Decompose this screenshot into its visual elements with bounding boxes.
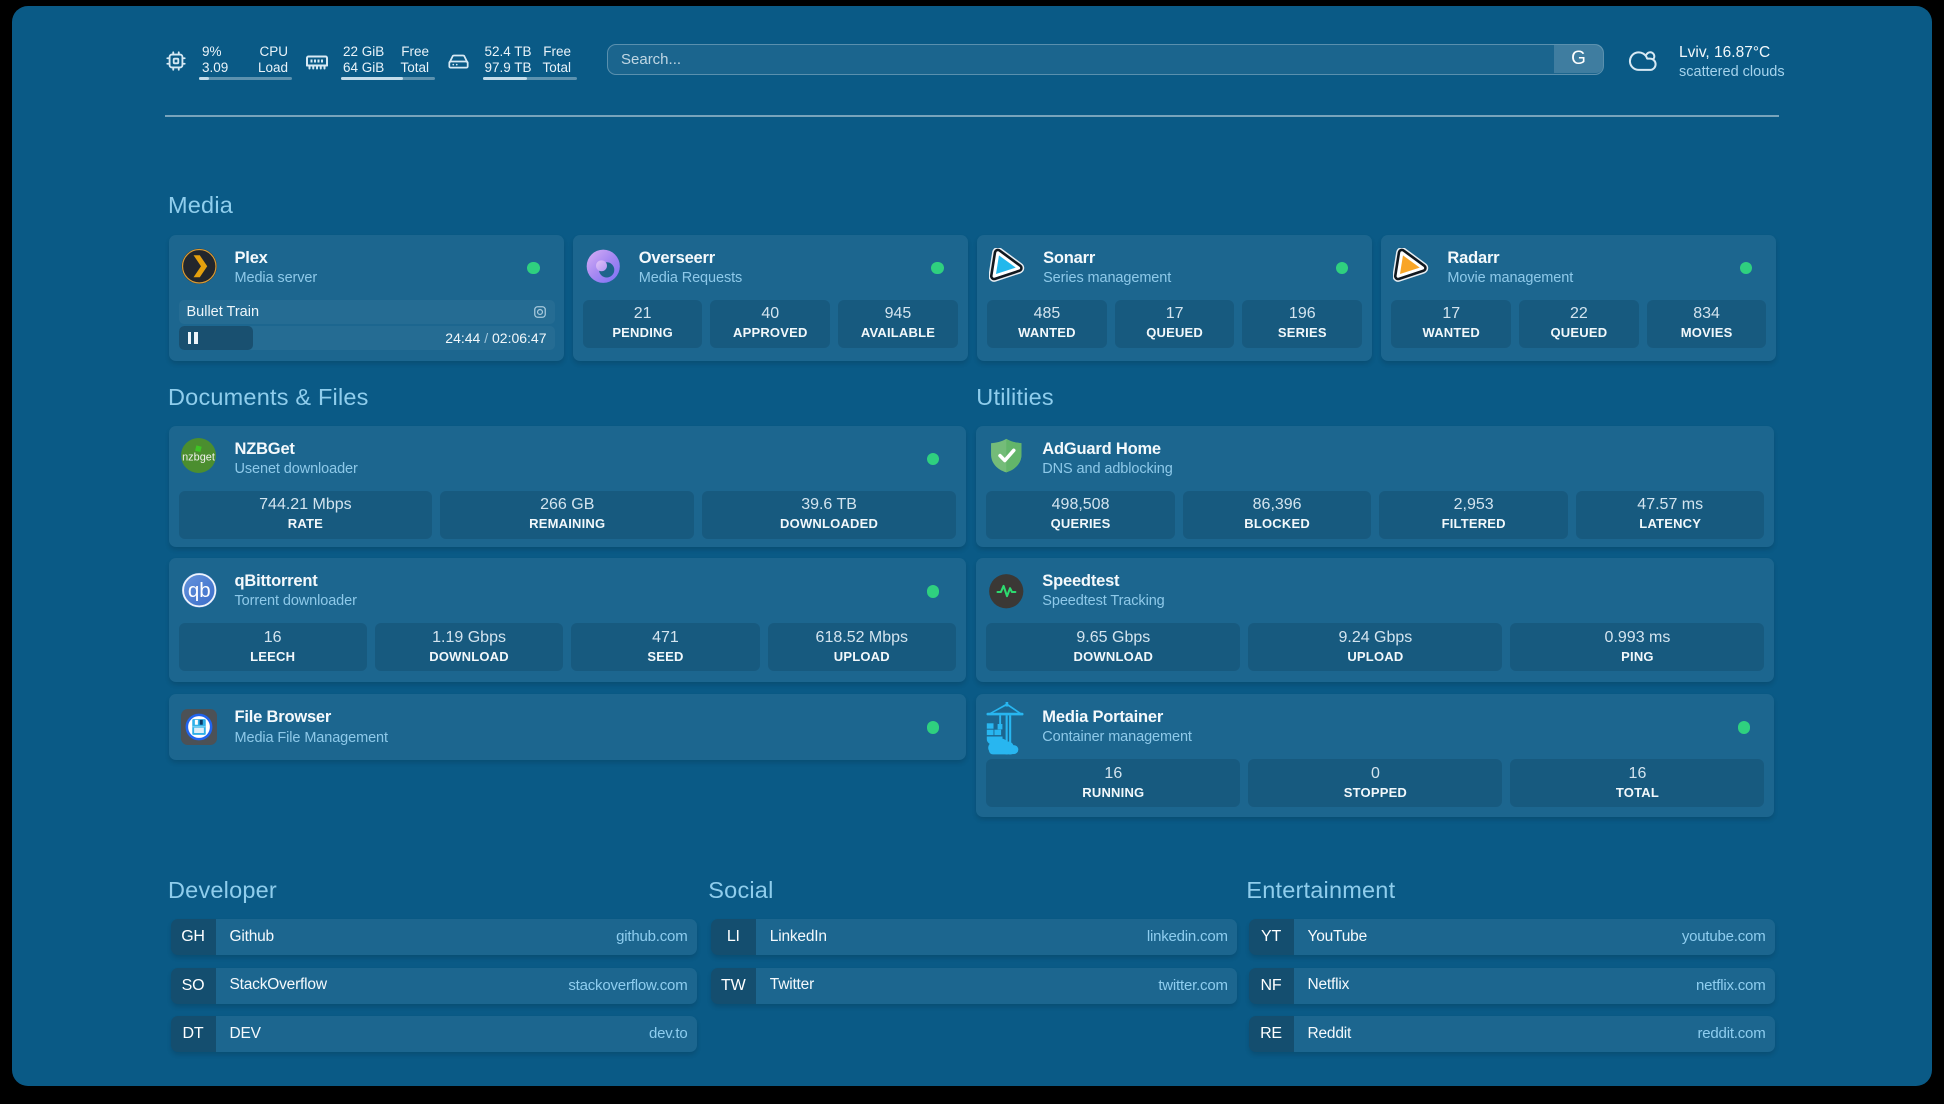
svg-text:nzbget: nzbget (182, 451, 215, 463)
svg-text:qb: qb (187, 579, 210, 602)
